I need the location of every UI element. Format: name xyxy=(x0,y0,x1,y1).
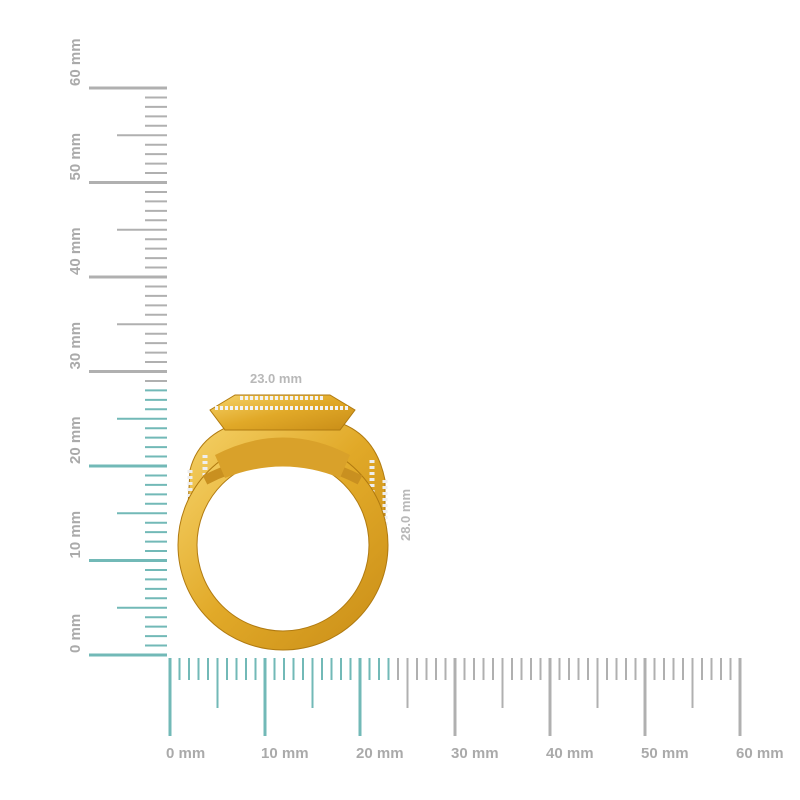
ruler-label: 10 mm xyxy=(67,511,84,559)
ruler-label: 20 mm xyxy=(356,745,404,762)
ruler-label: 30 mm xyxy=(451,745,499,762)
ruler-label: 50 mm xyxy=(641,745,689,762)
ruler-label: 50 mm xyxy=(67,133,84,181)
ruler-label: 40 mm xyxy=(546,745,594,762)
ruler-label: 60 mm xyxy=(736,745,784,762)
horizontal-ruler: 0 mm 10 mm 20 mm 30 mm 40 mm 50 mm 60 mm xyxy=(166,658,784,762)
ruler-label: 10 mm xyxy=(261,745,309,762)
ring xyxy=(177,394,389,651)
ruler-label: 0 mm xyxy=(67,614,84,653)
ruler-label: 60 mm xyxy=(67,38,84,86)
vertical-ruler: 0 mm 10 mm 20 mm 30 mm 40 mm 50 mm 60 mm xyxy=(67,38,167,657)
width-dimension: 23.0 mm xyxy=(250,371,302,386)
ruler-label: 40 mm xyxy=(67,227,84,275)
ruler-label: 0 mm xyxy=(166,745,205,762)
height-dimension: 28.0 mm xyxy=(398,489,413,541)
ruler-label: 30 mm xyxy=(67,322,84,370)
ruler-label: 20 mm xyxy=(67,416,84,464)
